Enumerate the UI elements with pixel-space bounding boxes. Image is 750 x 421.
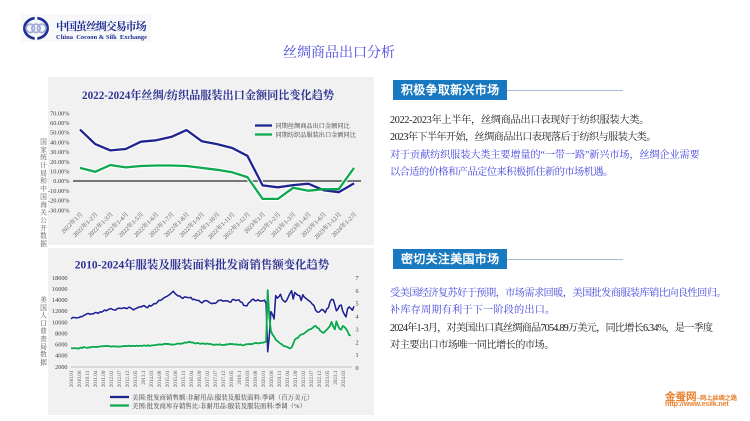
svg-text:2021.09: 2021.09 — [293, 370, 299, 387]
svg-text:0: 0 — [356, 365, 359, 372]
svg-text:2017.02: 2017.02 — [205, 370, 211, 387]
svg-text:2010.06: 2010.06 — [77, 370, 83, 387]
svg-text:40.00%: 40.00% — [50, 139, 70, 146]
svg-text:2013.1: 2013.1 — [141, 370, 147, 385]
svg-text:2016.09: 2016.09 — [197, 370, 203, 387]
svg-text:6: 6 — [356, 288, 359, 295]
svg-text:50.00%: 50.00% — [50, 130, 70, 137]
svg-text:2023.1: 2023.1 — [333, 370, 339, 385]
svg-text:2023.05: 2023.05 — [325, 370, 331, 387]
svg-text:2022-2024年丝绸/纺织品服装出口金额同比变化趋势: 2022-2024年丝绸/纺织品服装出口金额同比变化趋势 — [82, 88, 334, 102]
svg-text:-20.00%: -20.00% — [48, 198, 70, 205]
svg-text:30.00%: 30.00% — [50, 149, 70, 156]
svg-text:0.00%: 0.00% — [53, 178, 70, 185]
svg-text:2000: 2000 — [55, 364, 67, 371]
svg-text:2014.03: 2014.03 — [149, 370, 155, 387]
svg-text:美国:批发商销售额:非耐用品:服装及服装面料:季调（百万美元: 美国:批发商销售额:非耐用品:服装及服装面料:季调（百万美元） — [132, 392, 313, 401]
svg-text:2012.02: 2012.02 — [109, 370, 115, 387]
svg-text:2020.01: 2020.01 — [261, 370, 267, 387]
svg-text:10000: 10000 — [52, 319, 67, 326]
svg-text:7: 7 — [356, 275, 359, 282]
svg-text:2012.07: 2012.07 — [117, 370, 123, 387]
svg-text:2013.05: 2013.05 — [133, 370, 139, 387]
svg-text:2015.11: 2015.11 — [181, 370, 187, 387]
svg-text:20.00%: 20.00% — [50, 159, 70, 166]
svg-text:6000: 6000 — [55, 342, 67, 349]
svg-text:10.00%: 10.00% — [50, 169, 70, 176]
svg-text:18000: 18000 — [52, 275, 67, 282]
svg-text:2016.04: 2016.04 — [189, 370, 195, 387]
svg-text:2010.01: 2010.01 — [69, 370, 75, 387]
svg-text:2022.12: 2022.12 — [317, 370, 323, 387]
svg-text:2014.08: 2014.08 — [157, 370, 163, 387]
svg-text:1: 1 — [356, 352, 359, 359]
svg-text:-30.00%: -30.00% — [48, 207, 70, 214]
svg-text:2024.03: 2024.03 — [341, 370, 347, 387]
svg-text:12000: 12000 — [52, 308, 67, 315]
svg-text:2018.05: 2018.05 — [229, 370, 235, 387]
svg-text:4000: 4000 — [55, 353, 67, 360]
svg-text:14000: 14000 — [52, 297, 67, 304]
svg-text:60.00%: 60.00% — [50, 120, 70, 127]
svg-text:2011.04: 2011.04 — [93, 370, 99, 387]
svg-text:2022.07: 2022.07 — [309, 370, 315, 387]
svg-text:2010.11: 2010.11 — [85, 370, 91, 387]
svg-text:同期丝绸商品出口金额同比: 同期丝绸商品出口金额同比 — [276, 122, 350, 130]
svg-text:2017.07: 2017.07 — [213, 370, 219, 387]
svg-text:4: 4 — [356, 314, 359, 321]
svg-text:2012.12: 2012.12 — [125, 370, 131, 387]
svg-text:2019.08: 2019.08 — [253, 370, 259, 387]
svg-text:16000: 16000 — [52, 286, 67, 293]
svg-text:2021.04: 2021.04 — [285, 370, 291, 387]
svg-text:2010-2024年服装及服装面料批发商销售额变化趋势: 2010-2024年服装及服装面料批发商销售额变化趋势 — [75, 258, 330, 272]
svg-text:2018.1: 2018.1 — [237, 370, 243, 385]
svg-text:-10.00%: -10.00% — [48, 188, 70, 195]
svg-text:2015.06: 2015.06 — [173, 370, 179, 387]
svg-text:70.00%: 70.00% — [50, 110, 70, 117]
svg-text:8000: 8000 — [55, 330, 67, 337]
svg-text:2015.01: 2015.01 — [165, 370, 171, 387]
svg-text:2017.12: 2017.12 — [221, 370, 227, 387]
svg-text:美国:批发商库存销售比:非耐用品:服装及服装面料:季调（%）: 美国:批发商库存销售比:非耐用品:服装及服装面料:季调（%） — [132, 401, 306, 410]
svg-text:同期纺织品服装出口金额同比: 同期纺织品服装出口金额同比 — [276, 131, 356, 139]
svg-text:2011.09: 2011.09 — [101, 370, 107, 387]
svg-text:2: 2 — [356, 339, 359, 346]
svg-text:3: 3 — [356, 326, 359, 333]
svg-text:2020.06: 2020.06 — [269, 370, 275, 387]
svg-text:5: 5 — [356, 301, 359, 308]
svg-text:2019.03: 2019.03 — [245, 370, 251, 387]
svg-text:2020.11: 2020.11 — [277, 370, 283, 387]
svg-text:2022.02: 2022.02 — [301, 370, 307, 387]
